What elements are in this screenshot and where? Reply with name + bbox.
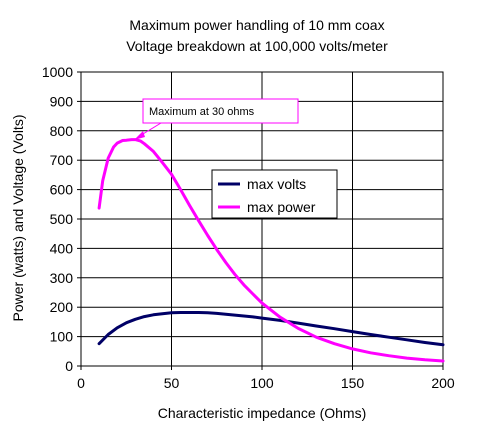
- y-tick-label: 0: [65, 358, 73, 374]
- x-axis-title: Characteristic impedance (Ohms): [158, 405, 367, 421]
- y-tick-label: 400: [50, 240, 74, 256]
- x-tick-label: 0: [77, 375, 85, 391]
- y-tick-label: 900: [50, 93, 74, 109]
- y-tick-label: 1000: [42, 64, 73, 80]
- annotation-text: Maximum at 30 ohms: [149, 106, 255, 118]
- chart-title-line-2: Voltage breakdown at 100,000 volts/meter: [126, 38, 388, 54]
- y-tick-label: 100: [50, 329, 74, 345]
- y-tick-label: 200: [50, 299, 74, 315]
- series-line-max-volts: [97, 311, 445, 347]
- y-tick-label: 800: [50, 123, 74, 139]
- y-tick-label: 600: [50, 182, 74, 198]
- legend-label-max-volts: max volts: [247, 176, 306, 192]
- legend-label-max-power: max power: [247, 199, 316, 215]
- series-line-max-power: [97, 138, 445, 363]
- x-tick-label: 100: [250, 375, 274, 391]
- axes: [77, 71, 444, 370]
- x-tick-label: 200: [431, 375, 455, 391]
- y-tick-label: 500: [50, 211, 74, 227]
- y-tick-label: 700: [50, 152, 74, 168]
- x-tick-label: 150: [341, 375, 365, 391]
- chart-title-line-1: Maximum power handling of 10 mm coax: [129, 17, 384, 33]
- tick-labels: 0 100 200 300 400 500 600 700 800 900 1000 0 50 100 15…: [42, 64, 455, 391]
- y-tick-label: 300: [50, 270, 74, 286]
- legend: max volts max power: [211, 169, 338, 219]
- annotation: Maximum at 30 ohms: [134, 98, 299, 140]
- series-lines: [97, 138, 445, 363]
- annotation-box: [142, 98, 299, 124]
- plot-frame: [80, 71, 444, 367]
- x-tick-label: 50: [164, 375, 180, 391]
- y-axis-title: Power (watts) and Voltage (Volts): [10, 115, 26, 322]
- annotation-arrowhead: [134, 131, 145, 140]
- legend-box: [211, 169, 338, 219]
